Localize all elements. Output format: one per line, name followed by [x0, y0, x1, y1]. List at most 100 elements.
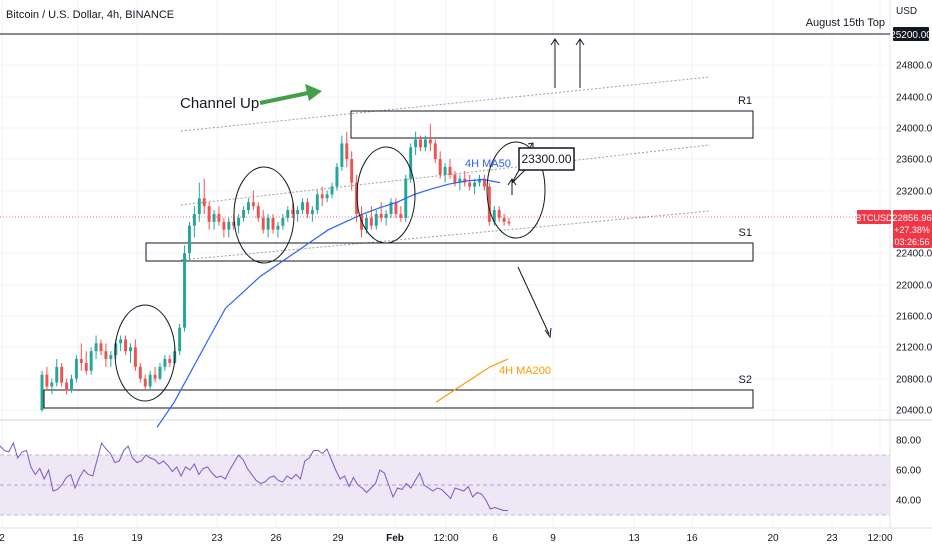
candle-body[interactable]	[320, 194, 324, 199]
s2-zone[interactable]	[43, 389, 754, 409]
candle-body[interactable]	[335, 166, 339, 187]
candle-body[interactable]	[84, 362, 88, 371]
candle-body[interactable]	[296, 210, 300, 214]
candle-body[interactable]	[109, 355, 113, 360]
candle-body[interactable]	[271, 217, 275, 230]
candle-body[interactable]	[364, 217, 368, 230]
candle-body[interactable]	[256, 206, 260, 218]
candle-body[interactable]	[281, 217, 285, 226]
candle-body[interactable]	[384, 213, 388, 218]
candle-body[interactable]	[350, 159, 354, 183]
circle-annotation[interactable]	[486, 141, 546, 239]
candle-body[interactable]	[325, 194, 329, 199]
candle-body[interactable]	[414, 139, 418, 148]
rsi-line[interactable]	[0, 441, 508, 511]
candle-body[interactable]	[261, 217, 265, 230]
candle-body[interactable]	[419, 139, 422, 148]
circle-annotation[interactable]	[114, 304, 176, 402]
price-axis[interactable]: USD 24800.00 24400.00 24000.00 23600.00 2320…	[896, 6, 932, 417]
candle-body[interactable]	[119, 339, 123, 344]
candle-body[interactable]	[202, 198, 206, 207]
candle-body[interactable]	[158, 366, 162, 379]
candle-body[interactable]	[138, 366, 142, 379]
candle-body[interactable]	[129, 347, 132, 352]
candle-body[interactable]	[168, 359, 172, 363]
candle-body[interactable]	[207, 206, 211, 222]
candle-body[interactable]	[70, 378, 73, 391]
candle-body[interactable]	[232, 221, 236, 226]
candle-body[interactable]	[394, 202, 398, 214]
channel-upper-line[interactable]	[180, 76, 711, 132]
candle-body[interactable]	[89, 351, 93, 371]
candle-body[interactable]	[487, 186, 491, 222]
candle-body[interactable]	[222, 221, 226, 230]
candle-body[interactable]	[251, 202, 255, 207]
candle-body[interactable]	[163, 359, 167, 367]
candle-body[interactable]	[291, 210, 295, 214]
candle-body[interactable]	[379, 213, 383, 218]
candle-body[interactable]	[178, 327, 182, 352]
candle-body[interactable]	[286, 210, 290, 218]
ma50-line[interactable]	[156, 178, 501, 428]
candle-body[interactable]	[374, 213, 378, 226]
candle-body[interactable]	[478, 178, 481, 183]
candle-body[interactable]	[94, 343, 98, 352]
candle-body[interactable]	[428, 139, 432, 144]
candle-body[interactable]	[74, 359, 78, 379]
circle-annotation[interactable]	[356, 146, 416, 244]
candle-body[interactable]	[399, 213, 403, 218]
candle-body[interactable]	[310, 210, 314, 214]
candle-body[interactable]	[217, 213, 221, 222]
candle-body[interactable]	[237, 217, 241, 226]
candle-body[interactable]	[409, 147, 413, 179]
candle-body[interactable]	[246, 202, 250, 211]
candle-body[interactable]	[369, 217, 373, 226]
candle-body[interactable]	[99, 343, 103, 352]
candle-body[interactable]	[148, 374, 152, 387]
candle-body[interactable]	[183, 253, 187, 328]
channel-mid-line[interactable]	[180, 144, 711, 206]
candle-body[interactable]	[104, 351, 108, 360]
candle-body[interactable]	[55, 366, 59, 383]
candle-body[interactable]	[192, 213, 196, 226]
candle-body[interactable]	[50, 382, 54, 387]
candle-body[interactable]	[482, 178, 486, 187]
candle-body[interactable]	[40, 374, 44, 410]
candle-body[interactable]	[340, 143, 344, 167]
candle-body[interactable]	[443, 166, 447, 175]
r1-zone[interactable]	[350, 110, 754, 139]
price-badge[interactable]: BTCUSD 22856.96 +27.38% 03:26:56	[855, 210, 932, 248]
candle-body[interactable]	[448, 166, 452, 175]
candle-body[interactable]	[458, 178, 462, 183]
candle-body[interactable]	[65, 382, 69, 391]
candle-body[interactable]	[133, 347, 137, 367]
candle-body[interactable]	[433, 143, 437, 160]
candle-body[interactable]	[438, 159, 442, 175]
candle-body[interactable]	[468, 182, 472, 187]
target-callout[interactable]: 23300.00	[511, 147, 575, 184]
channel-lower-line[interactable]	[180, 210, 711, 261]
candle-body[interactable]	[345, 143, 349, 160]
candle-body[interactable]	[45, 374, 49, 387]
candle-body[interactable]	[497, 210, 501, 218]
candle-body[interactable]	[301, 202, 305, 211]
candle-body[interactable]	[187, 225, 191, 254]
candle-body[interactable]	[79, 359, 83, 363]
candle-body[interactable]	[197, 198, 201, 214]
candle-body[interactable]	[212, 213, 216, 222]
candle-body[interactable]	[242, 210, 246, 218]
candle-body[interactable]	[502, 217, 506, 222]
candle-body[interactable]	[305, 202, 309, 214]
candle-body[interactable]	[143, 378, 147, 387]
ma200-line[interactable]	[435, 358, 509, 403]
indicator-axis[interactable]: 80.00 60.00 40.00	[896, 436, 921, 507]
candle-body[interactable]	[315, 194, 319, 211]
candle-body[interactable]	[124, 339, 128, 352]
channel-up[interactable]	[180, 76, 711, 261]
candle-body[interactable]	[330, 186, 334, 195]
candle-body[interactable]	[266, 217, 270, 230]
candle-body[interactable]	[492, 210, 496, 222]
candle-body[interactable]	[473, 182, 477, 187]
s1-zone[interactable]	[145, 242, 754, 262]
